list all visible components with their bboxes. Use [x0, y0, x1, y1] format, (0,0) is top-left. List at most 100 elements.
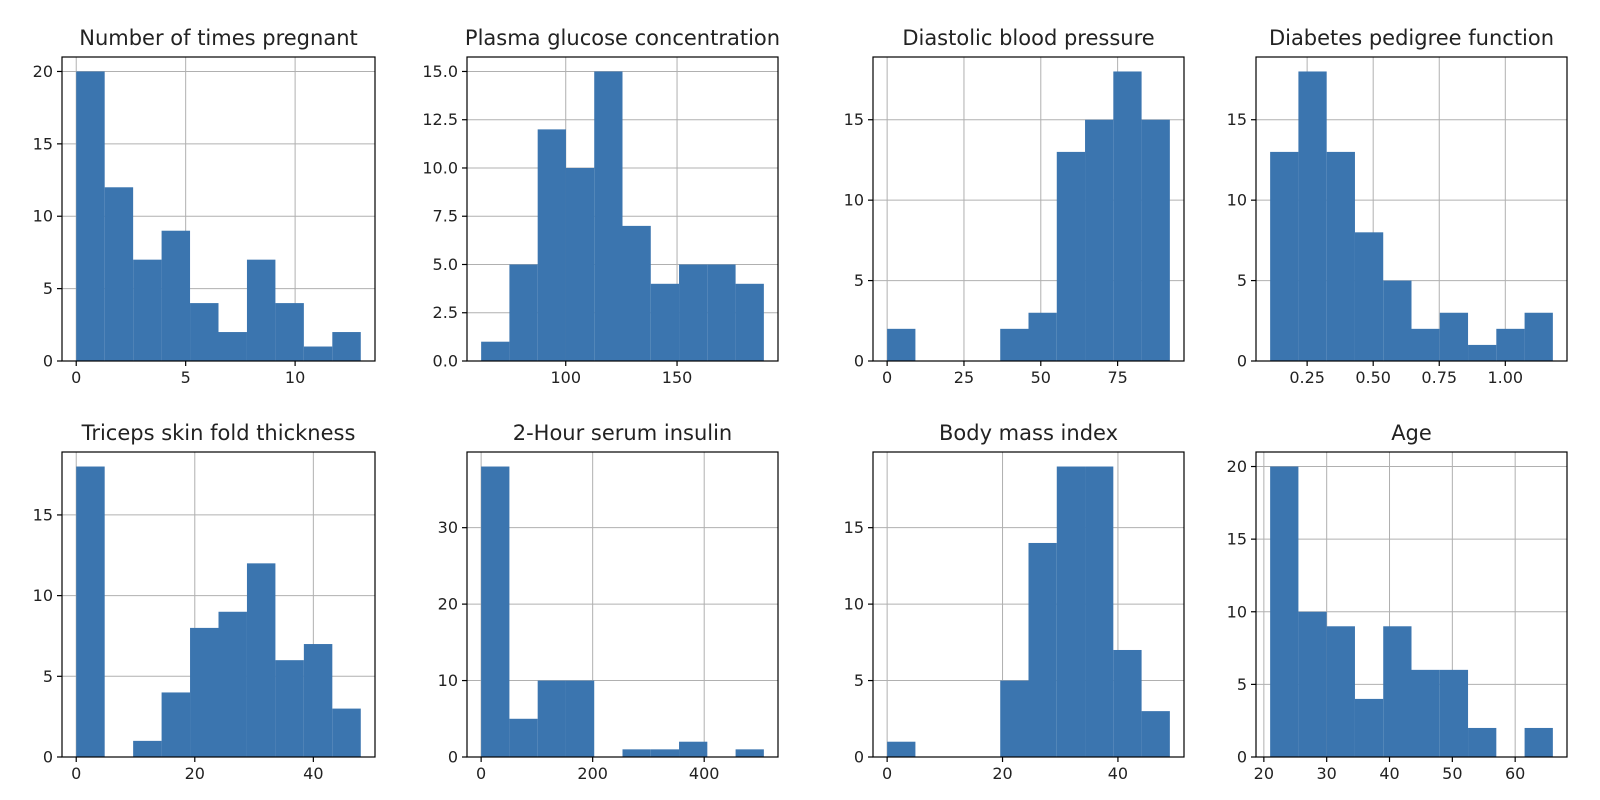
histogram-bar	[707, 264, 736, 361]
panel-4: 0.25 0.50 0.75 1.00 0 5 10 15 Diabetes pedigree …	[1227, 26, 1568, 387]
x-tick-label: 25	[954, 368, 974, 387]
y-tick-label: 15	[1227, 110, 1247, 129]
histogram-bar	[275, 303, 304, 361]
histogram-bar	[1468, 344, 1497, 361]
y-tick-label: 5	[43, 279, 53, 298]
y-tick-label: 7.5	[433, 207, 458, 226]
y-tick-label: 0	[1237, 748, 1247, 767]
histogram-bar	[190, 627, 219, 757]
x-tick-label: 60	[1505, 764, 1525, 783]
x-tick-label: 0	[882, 764, 892, 783]
panel-5: 0 20 40 0 5 10 15 Triceps skin fold thickness	[33, 421, 376, 783]
histogram-bar	[218, 611, 247, 757]
y-tick-label: 15	[33, 505, 53, 524]
x-tick-label: 0.25	[1289, 368, 1325, 387]
y-tick-label: 5	[1237, 271, 1247, 290]
histogram-bar	[481, 466, 510, 757]
x-tick-label: 1.00	[1487, 368, 1523, 387]
x-tick-label: 30	[1317, 764, 1337, 783]
histogram-bar	[133, 259, 162, 361]
histogram-bar	[246, 259, 276, 361]
histogram-bar	[218, 332, 247, 361]
y-tick-label: 0	[43, 352, 53, 371]
histogram-bar	[735, 283, 764, 361]
x-tick-label: 50	[1442, 764, 1462, 783]
y-tick-label: 0	[448, 748, 458, 767]
histogram-bar	[679, 741, 708, 757]
y-tick-label: 10	[1227, 602, 1247, 621]
axes-frame	[61, 56, 376, 362]
axes-frame	[1255, 56, 1568, 362]
y-tick-label: 5	[1237, 675, 1247, 694]
histogram-bar	[1056, 151, 1086, 361]
histogram-bar	[275, 660, 304, 757]
panel-1: 0 5 10 0 5 10 15 20 Number of times pregnant	[33, 26, 376, 387]
x-tick-label: 0.50	[1355, 368, 1391, 387]
histogram-bar	[1439, 669, 1469, 757]
y-tick-label: 10	[438, 671, 458, 690]
panel-7: 0 20 40 0 5 10 15 Body mass index	[844, 421, 1185, 783]
histogram-bar	[887, 741, 916, 757]
histogram-bar	[481, 341, 510, 361]
histogram-bar	[1298, 611, 1327, 757]
histogram-bar	[887, 328, 916, 361]
y-tick-label: 0	[43, 748, 53, 767]
x-tick-label: 10	[285, 368, 305, 387]
histogram-bar	[1354, 232, 1384, 361]
histogram-bar	[735, 749, 764, 757]
x-tick-label: 200	[577, 764, 608, 783]
y-tick-label: 2.5	[433, 303, 458, 322]
histogram-bar	[1524, 727, 1553, 757]
histogram-bar	[1298, 71, 1327, 361]
panel-title: Age	[1391, 421, 1432, 445]
histogram-bar	[1411, 328, 1440, 361]
panel-title: Diastolic blood pressure	[902, 26, 1154, 50]
x-tick-label: 20	[1254, 764, 1274, 783]
y-tick-label: 10	[33, 207, 53, 226]
histogram-bar	[509, 264, 538, 361]
histogram-bar	[1270, 151, 1299, 361]
histogram-bar	[332, 708, 361, 757]
x-tick-label: 20	[185, 764, 205, 783]
histogram-bar	[161, 230, 191, 361]
y-tick-label: 5	[854, 271, 864, 290]
panel-2: 100 150 0.0 2.5 5.0 7.5 10.0 12.5 15.0 Plasma glu…	[422, 26, 780, 387]
histogram-bar	[679, 264, 708, 361]
y-tick-label: 10.0	[422, 158, 458, 177]
y-tick-label: 0	[1237, 352, 1247, 371]
histogram-bar	[1354, 698, 1384, 757]
histogram-bar	[650, 749, 680, 757]
histogram-bar	[76, 71, 105, 361]
histogram-bar	[565, 680, 595, 757]
histogram-bar	[1000, 680, 1029, 757]
x-tick-label: 0	[882, 368, 892, 387]
histogram-bar	[303, 346, 333, 361]
x-tick-label: 50	[1031, 368, 1051, 387]
histogram-bar	[1326, 151, 1355, 361]
x-tick-label: 40	[1108, 764, 1128, 783]
y-tick-label: 10	[33, 586, 53, 605]
histogram-bar	[594, 71, 623, 361]
y-tick-label: 10	[844, 595, 864, 614]
histogram-bar	[1113, 71, 1142, 361]
histogram-bar	[1141, 119, 1170, 361]
histogram-bar	[1028, 542, 1057, 757]
histogram-bar	[1056, 466, 1086, 757]
x-tick-label: 40	[1379, 764, 1399, 783]
x-tick-label: 0	[71, 764, 81, 783]
y-tick-label: 10	[1227, 191, 1247, 210]
panel-title: Plasma glucose concentration	[465, 26, 780, 50]
histogram-bar	[537, 680, 566, 757]
x-tick-label: 40	[303, 764, 323, 783]
histogram-bar	[1468, 727, 1497, 757]
histogram-bar	[509, 718, 538, 757]
histogram-bar	[650, 283, 680, 361]
y-tick-label: 0.0	[433, 352, 458, 371]
x-tick-label: 100	[550, 368, 581, 387]
axes-frame	[1255, 451, 1568, 758]
histogram-bar	[1028, 312, 1057, 361]
histogram-bar	[1085, 119, 1114, 361]
histogram-bar	[1383, 626, 1412, 757]
panel-6: 0 200 400 0 10 20 30 2-Hour serum insulin	[438, 421, 779, 783]
